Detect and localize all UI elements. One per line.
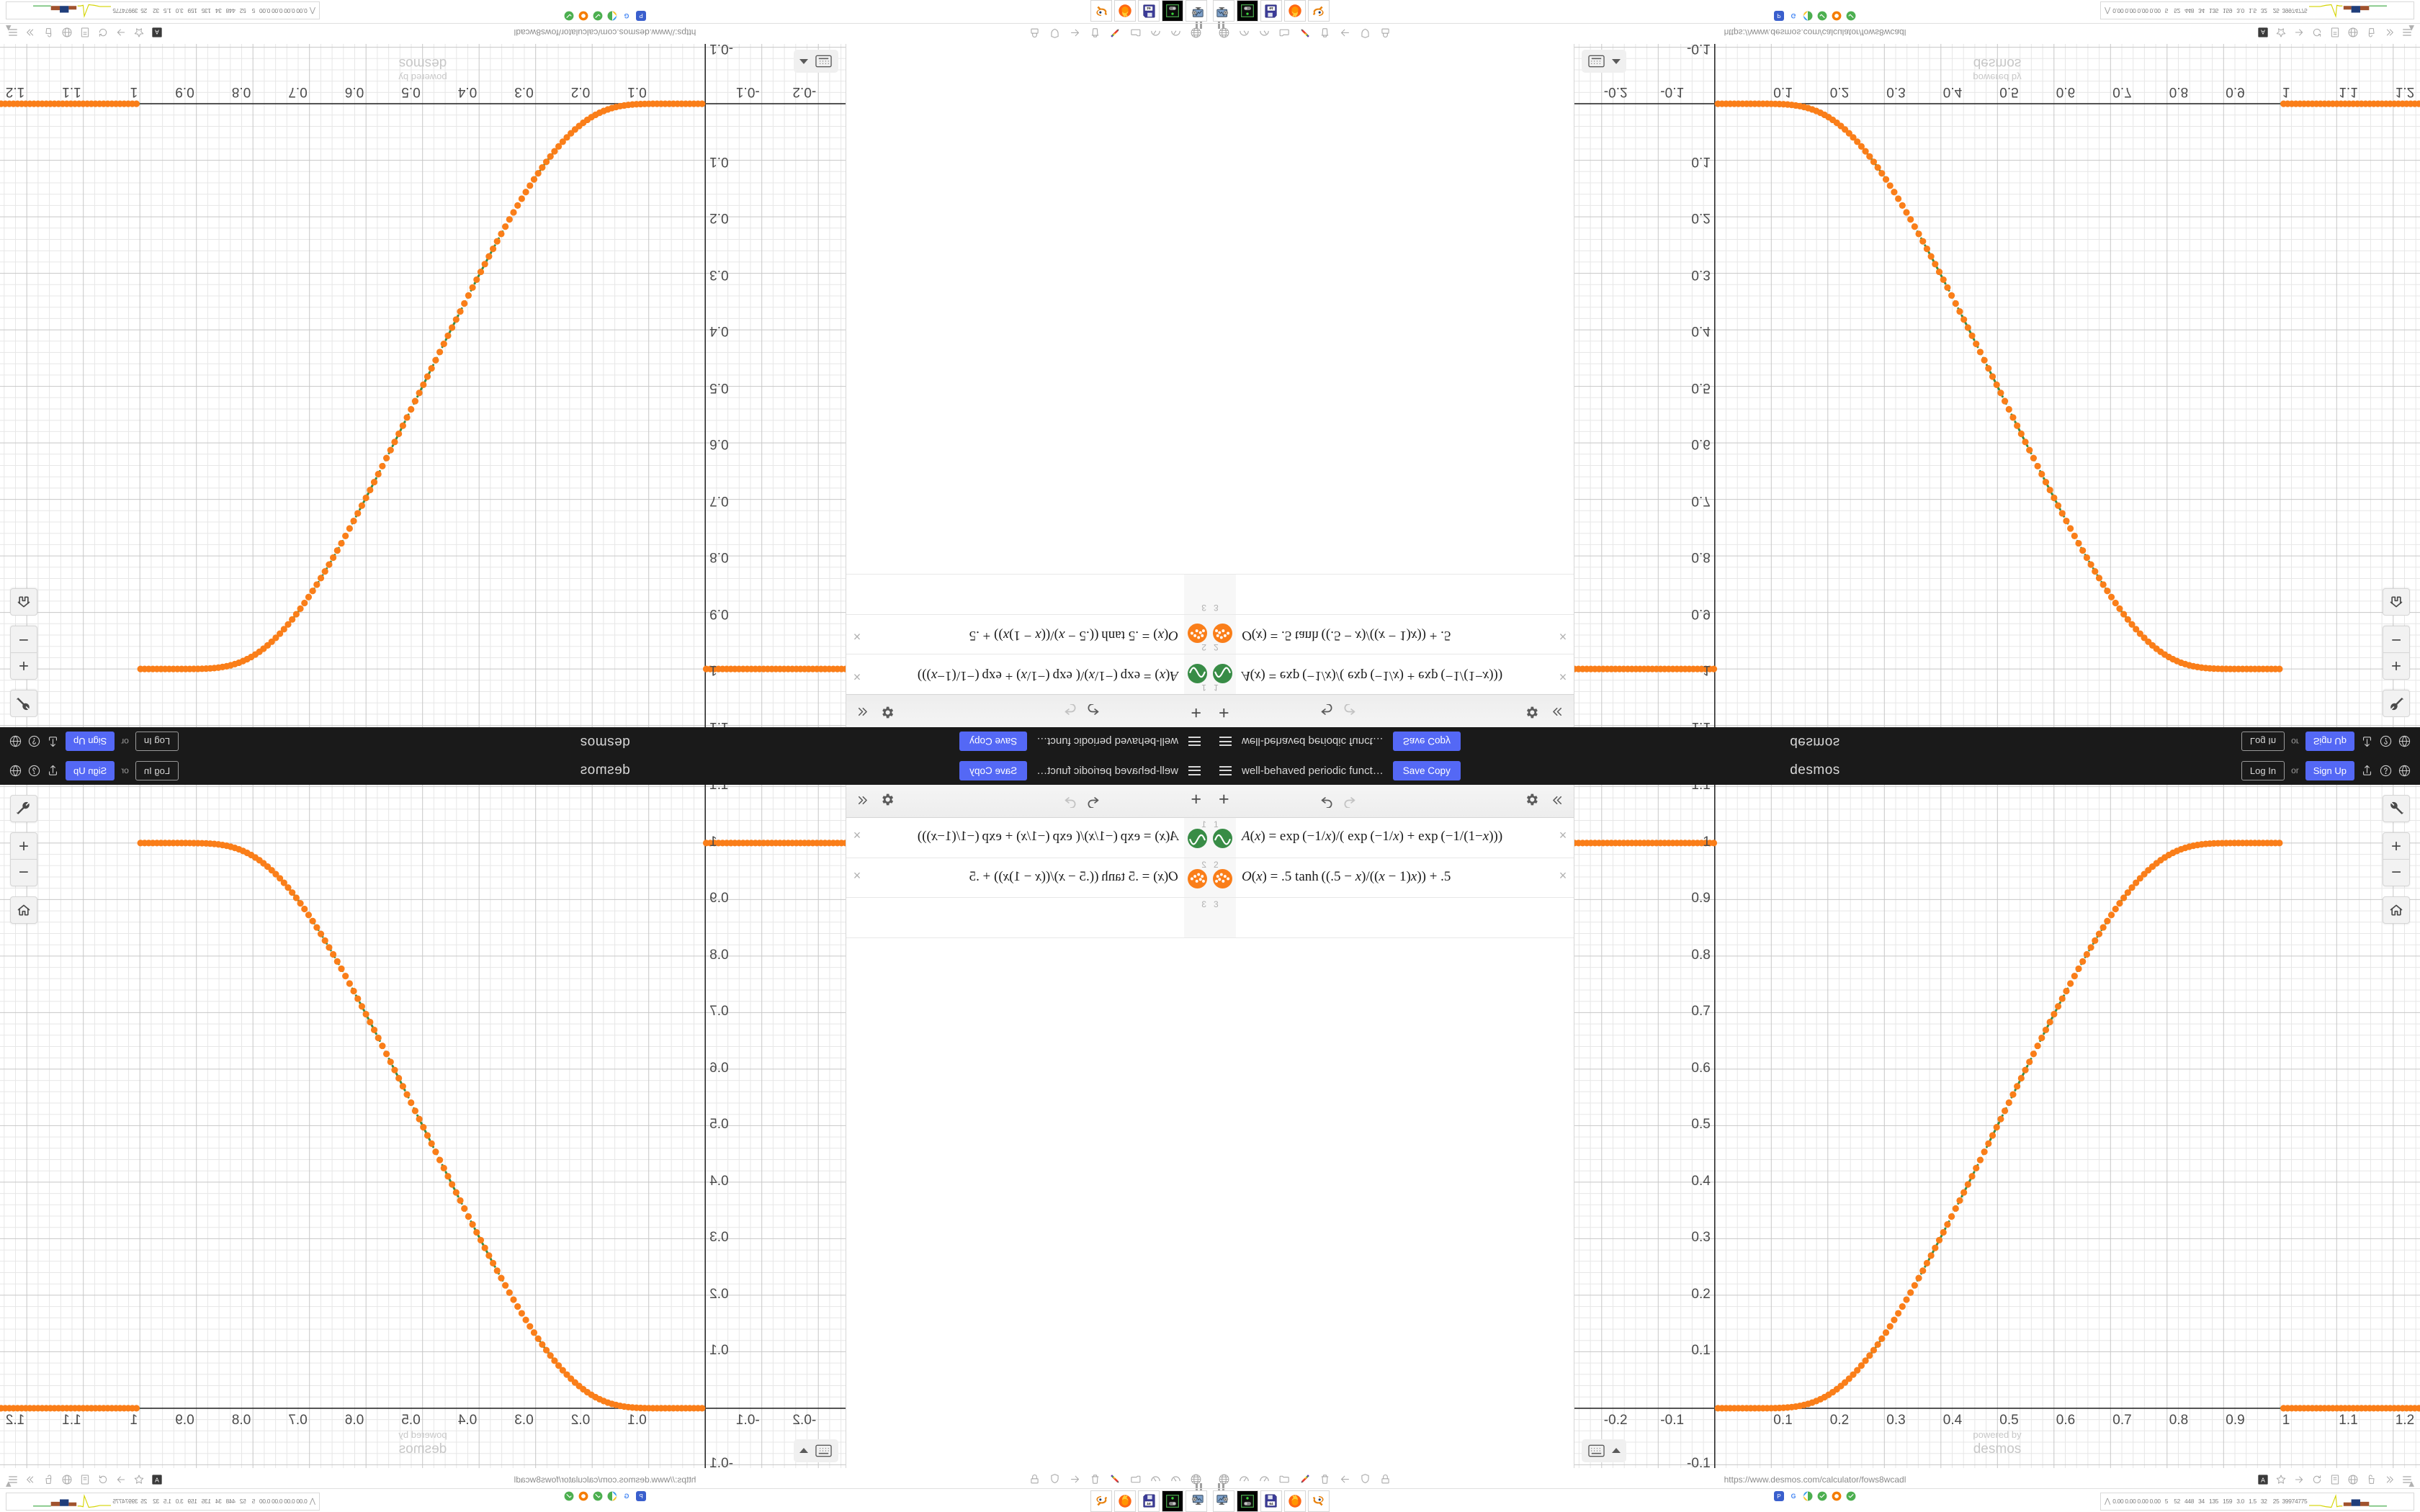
svg-text:A: A bbox=[155, 1476, 159, 1483]
svg-text:A: A bbox=[155, 29, 159, 36]
svg-text:A: A bbox=[2261, 29, 2265, 36]
svg-text:64: 64 bbox=[1147, 1502, 1151, 1506]
svg-text:64: 64 bbox=[1269, 1502, 1273, 1506]
svg-text:64: 64 bbox=[1269, 6, 1273, 10]
svg-text:A: A bbox=[2261, 1476, 2265, 1483]
svg-text:64: 64 bbox=[1147, 6, 1151, 10]
